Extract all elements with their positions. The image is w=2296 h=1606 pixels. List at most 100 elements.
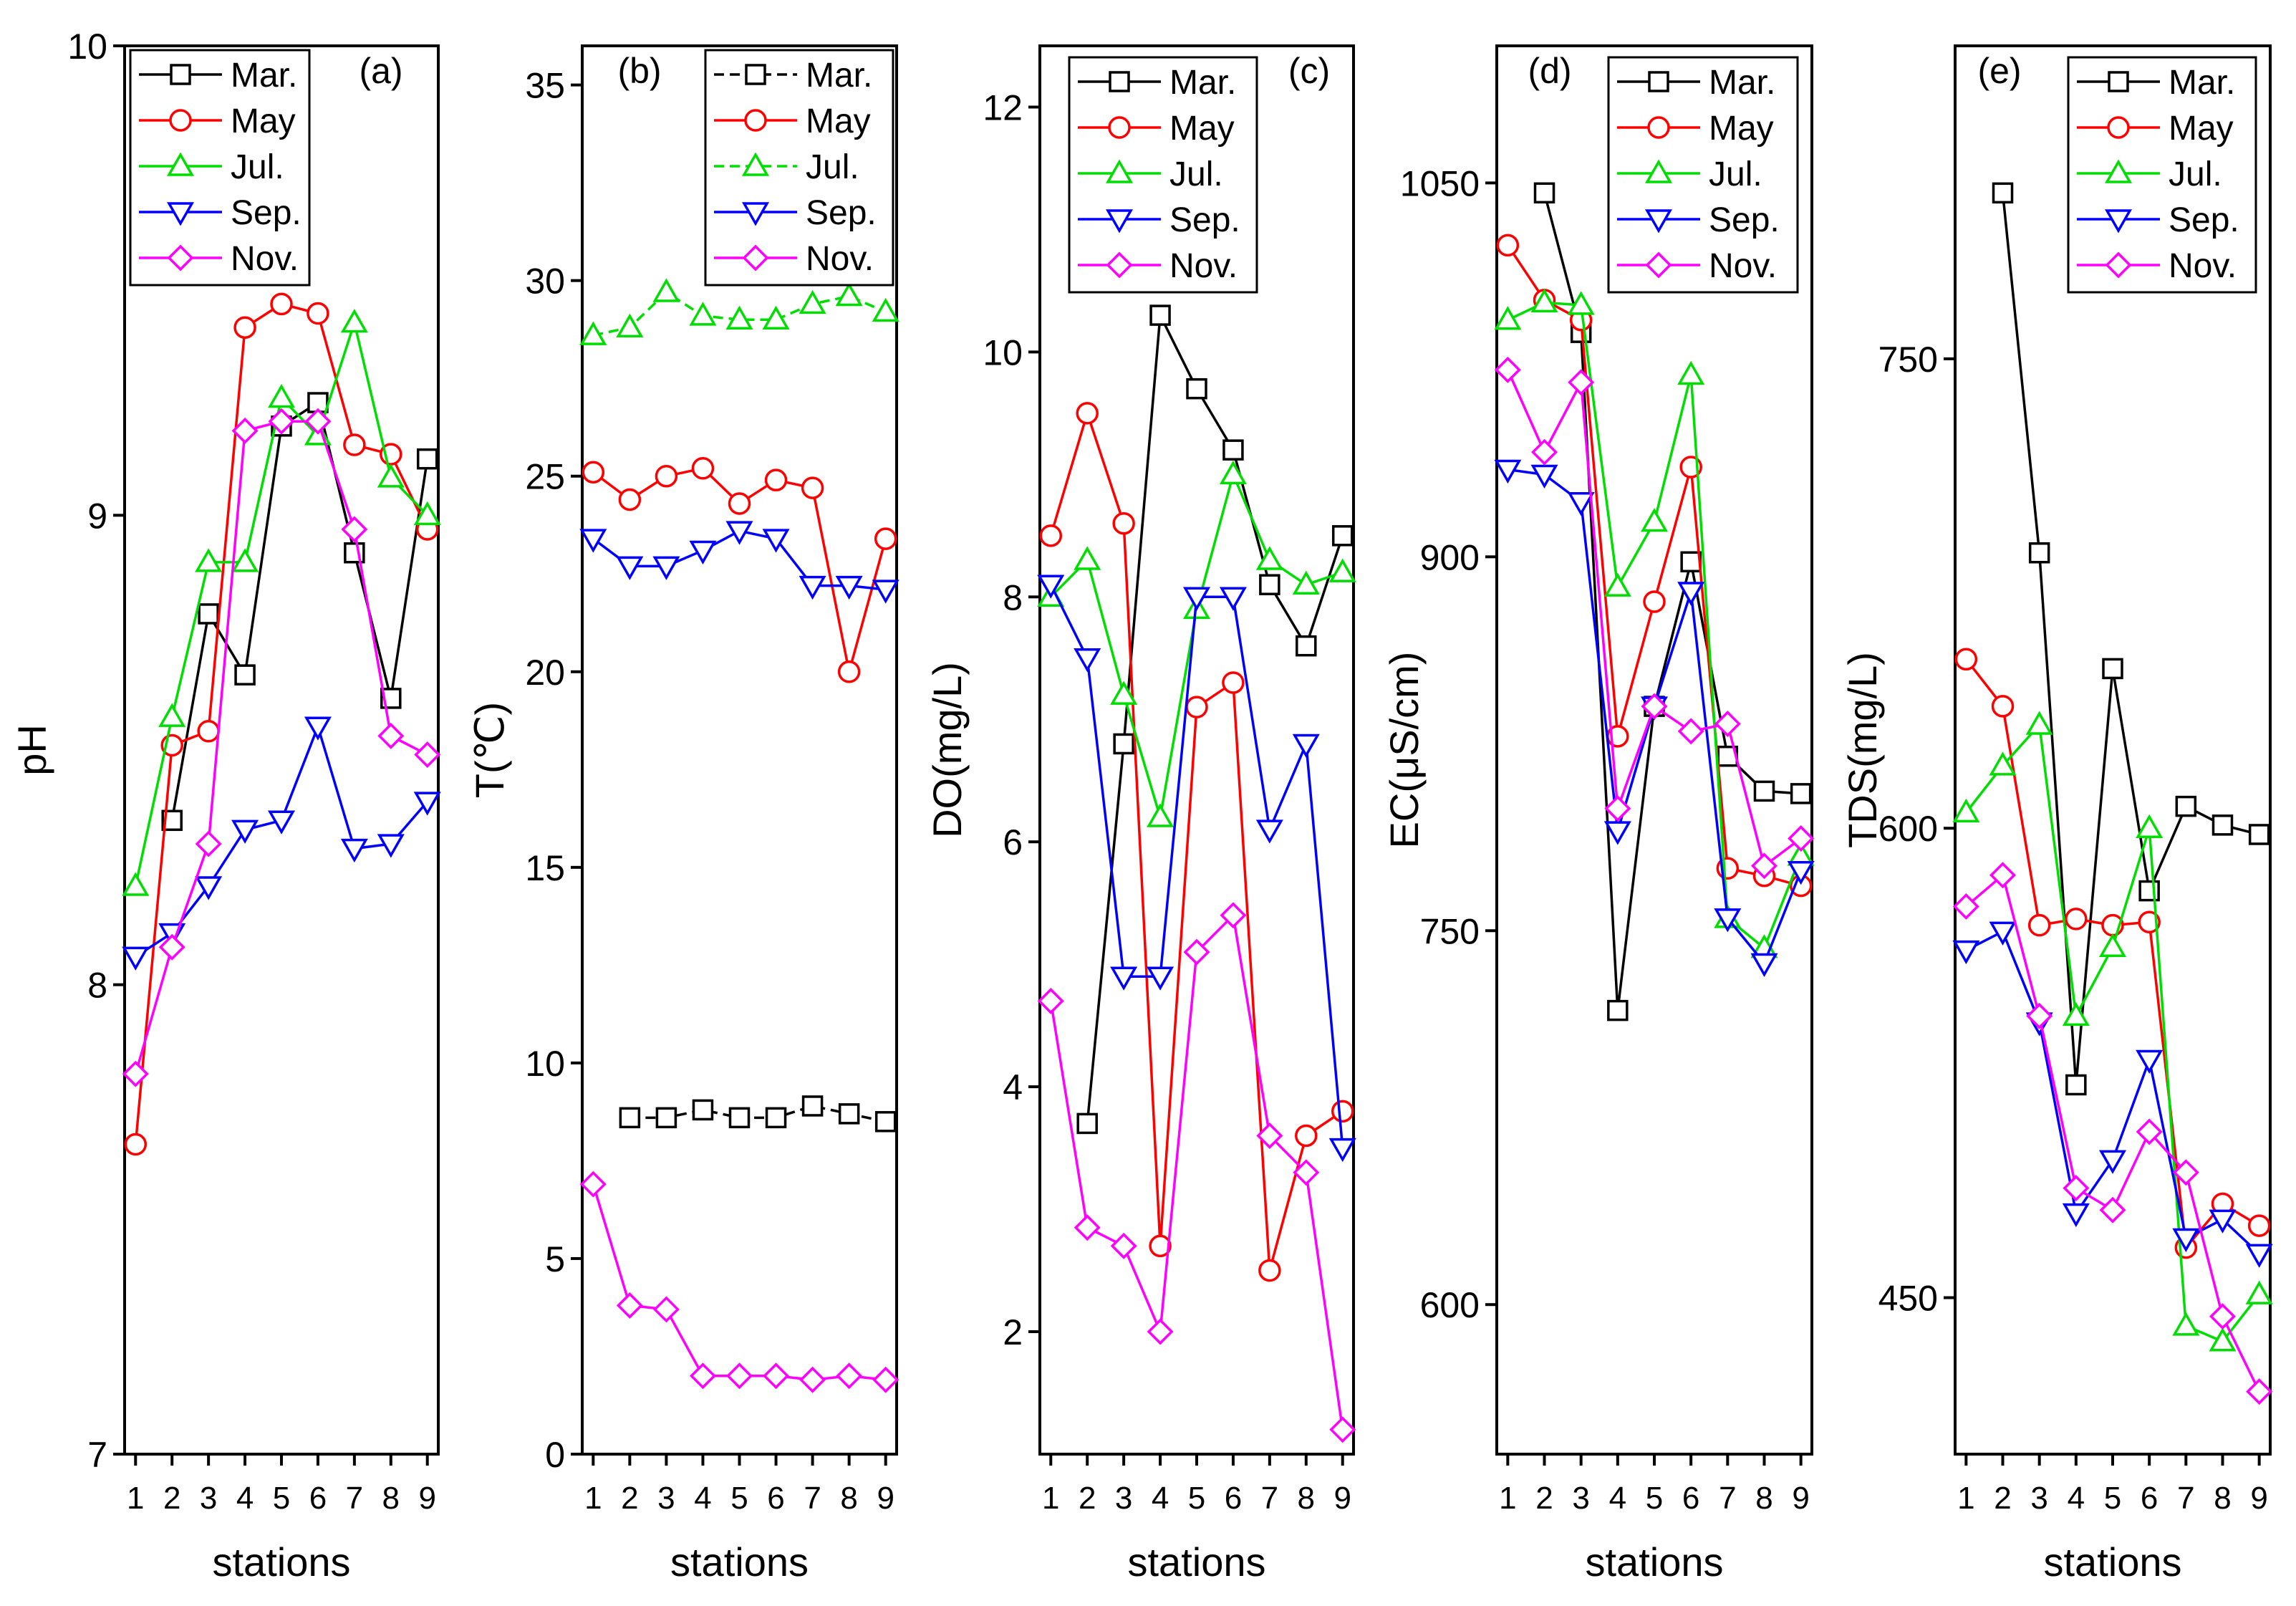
data-point [1567,492,1595,516]
data-point [2175,795,2197,817]
legend-frame [704,49,894,287]
data-point [762,529,790,553]
legend-marker [1644,209,1673,234]
data-point [579,529,607,553]
data-point [1328,1138,1356,1163]
x-axis-label: stations [670,1539,809,1585]
y-axis-label: EC(μS/cm) [1381,652,1427,849]
data-point [1113,733,1134,755]
data-point [1255,819,1283,844]
legend-marker [1644,159,1673,183]
data-point [872,580,899,604]
data-point [340,838,368,863]
data-point [1530,464,1558,489]
data-point [1186,378,1207,400]
data-point [799,1366,826,1393]
data-point [1750,953,1778,978]
legend-label: May [231,102,296,140]
x-tick-label: 1 [1499,1481,1516,1516]
data-point [1952,940,1980,965]
data-point [267,383,296,408]
data-point [2209,1209,2237,1234]
x-tick-label: 6 [1225,1481,1242,1516]
data-point [652,556,680,580]
data-point [1147,966,1174,991]
data-point [377,722,405,749]
series-sep [579,521,899,604]
panel-4: 600 750 900 1050 1 2 3 4 5 6 7 8 9 stations EC(μS/cm) (… [1381,44,1815,1585]
x-tick-label: 6 [309,1481,327,1516]
x-tick-label: 4 [1609,1481,1626,1516]
data-point [233,316,256,339]
data-point [2098,933,2127,957]
x-tick-label: 1 [584,1481,602,1516]
data-point [231,819,259,844]
x-tick-label: 5 [2104,1481,2121,1516]
y-tick-label: 600 [1878,809,1938,849]
data-point [1296,635,1317,657]
legend-label: Jul. [806,148,859,186]
data-point [1714,908,1742,933]
y-axis-label: pH [9,724,54,776]
data-point [762,305,790,330]
data-point [2028,542,2050,564]
data-point [1074,648,1101,673]
data-point [1788,825,1815,852]
y-tick-label: 30 [525,261,565,302]
x-tick-label: 7 [804,1481,821,1516]
series-mar [1992,182,2270,1096]
data-point [1530,288,1558,313]
x-tick-label: 2 [1535,1481,1553,1516]
y-tick-label: 0 [545,1435,565,1475]
legend-marker [2105,251,2132,279]
data-point [2065,908,2088,931]
legend-marker [744,109,767,132]
data-point [234,664,256,686]
legend-marker [1648,71,1669,92]
data-point [2246,1378,2273,1405]
data-point [1952,893,1979,920]
y-tick-label: 9 [87,496,107,536]
data-point [1568,369,1595,396]
data-point [1991,695,2015,718]
data-point [616,556,644,580]
data-point [2211,814,2234,836]
legend-marker [1645,251,1672,279]
legend-marker [170,64,191,85]
series-jul [122,309,441,896]
data-point [1110,1232,1137,1259]
legend-marker [741,202,770,226]
data-point [2138,910,2161,934]
legend-marker [741,152,770,176]
y-tick-label: 750 [1420,911,1480,951]
legend-label: Nov. [2169,247,2237,285]
legend: Mar. May Jul. Sep. Nov. [129,49,311,287]
data-point [689,540,717,565]
x-tick-label: 4 [2068,1481,2085,1516]
x-tick-label: 3 [1572,1481,1589,1516]
x-tick-label: 2 [163,1481,180,1516]
data-point [1494,356,1521,383]
x-axis-label: stations [1586,1539,1724,1585]
legend-frame [129,49,311,287]
x-tick-label: 5 [730,1481,748,1516]
data-point [1954,648,1978,671]
legend-marker [745,64,766,85]
data-point [1074,546,1101,570]
data-point [1567,291,1595,315]
y-tick-label: 8 [1003,577,1023,617]
data-point [1753,780,1775,802]
data-point [413,792,441,816]
data-point [414,741,441,769]
data-point [579,321,607,345]
legend-marker [1105,159,1134,183]
x-tick-label: 8 [1755,1481,1772,1516]
data-point [1494,306,1522,330]
x-tick-label: 9 [1333,1481,1351,1516]
data-point [1222,439,1244,461]
data-point [1039,524,1063,547]
data-point [1255,546,1283,570]
data-point [1989,921,2017,946]
legend-label: Sep. [1169,201,1240,239]
